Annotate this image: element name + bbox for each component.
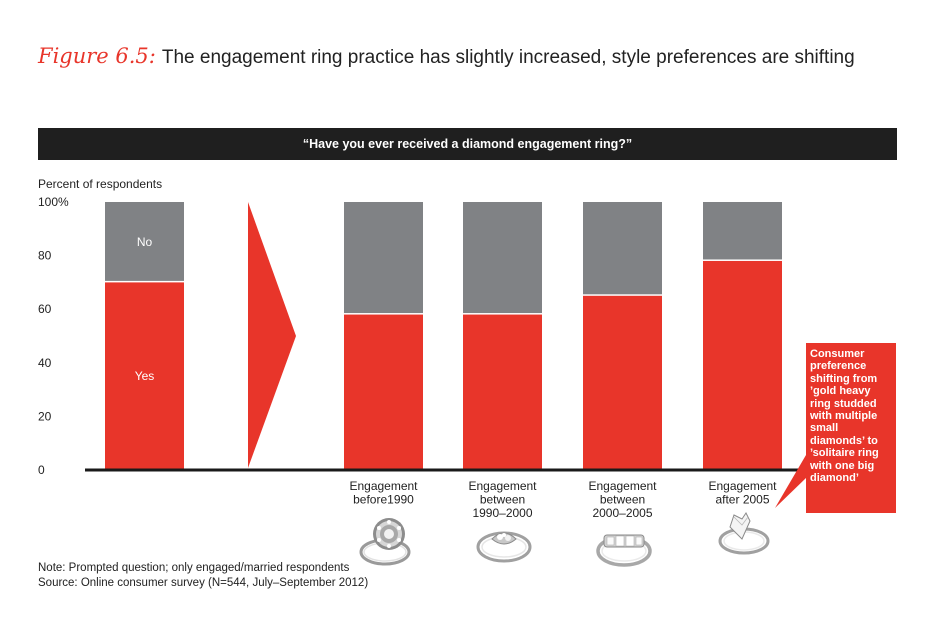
note-text: Note: Prompted question; only engaged/ma… [38,562,350,574]
x-tick-label: 2000–2005 [592,506,652,520]
y-tick-label: 40 [38,356,52,370]
figure-title-text: The engagement ring practice has slightl… [161,47,855,68]
bar-yes [344,314,423,470]
callout-pointer [775,455,806,508]
x-tick-label: Engagement [708,479,777,493]
preference-callout: Consumer preference shifting from ’gold … [806,343,896,513]
ring-cluster-icon [359,518,411,566]
bar-no [463,202,542,314]
ring-twist-icon [476,531,532,563]
x-tick-label: before1990 [353,493,414,507]
x-tick-label: between [600,493,645,507]
source-text: Source: Online consumer survey (N=544, J… [38,577,369,589]
figure-label: Figure 6.5: [38,44,156,68]
x-tick-label: Engagement [349,479,418,493]
x-tick-label: after 2005 [715,493,769,507]
x-tick-label: Engagement [468,479,537,493]
question-banner: “Have you ever received a diamond engage… [38,128,897,160]
y-tick-label: 60 [38,302,52,316]
bar-yes [583,295,662,470]
figure-title: Figure 6.5: The engagement ring practice … [38,44,855,69]
y-tick-label: 80 [38,249,52,263]
x-tick-label: Engagement [588,479,657,493]
ring-solitaire-icon [718,512,770,555]
notes: Note: Prompted question; only engaged/ma… [38,561,368,591]
y-axis-ticks: 0 20 40 60 80 100% [38,195,69,477]
y-axis-label: Percent of respondents [38,177,162,191]
x-axis-labels: Engagementbefore1990Engagementbetween199… [349,479,777,520]
bar-no [344,202,423,314]
x-tick-label: 1990–2000 [472,506,532,520]
y-tick-label: 100% [38,195,69,209]
y-tick-label: 20 [38,409,52,423]
bar-no [583,202,662,295]
bar-yes [703,260,782,470]
bar-yes [463,314,542,470]
bar-yes [105,282,184,470]
series-label-yes: Yes [135,369,155,383]
ring-channel-icon [596,534,652,567]
arrow-shape [248,202,296,468]
series-label-no: No [137,235,153,249]
x-tick-label: between [480,493,525,507]
y-tick-label: 0 [38,463,45,477]
bar-no [105,202,184,281]
bars: Yes No [105,202,782,470]
bar-no [703,202,782,260]
